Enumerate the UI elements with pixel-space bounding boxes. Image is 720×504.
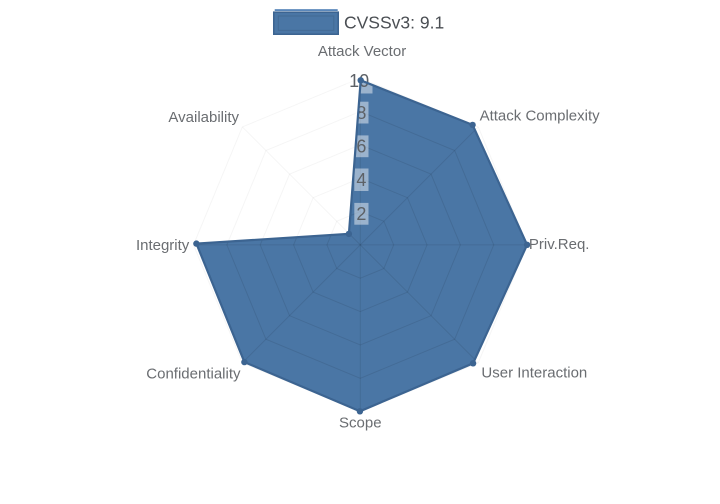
svg-text:Confidentiality: Confidentiality (146, 366, 241, 383)
svg-text:6: 6 (356, 137, 366, 157)
svg-text:2: 2 (356, 204, 366, 224)
svg-text:Scope: Scope (339, 415, 382, 432)
svg-text:CVSSv3: 9.1: CVSSv3: 9.1 (344, 13, 444, 33)
svg-text:Priv.Req.: Priv.Req. (529, 236, 590, 253)
svg-text:4: 4 (356, 170, 366, 190)
svg-text:Availability: Availability (168, 109, 239, 126)
svg-text:Attack Complexity: Attack Complexity (480, 107, 601, 124)
svg-text:8: 8 (356, 103, 366, 123)
svg-text:Integrity: Integrity (136, 237, 190, 254)
svg-text:Attack Vector: Attack Vector (318, 43, 406, 60)
svg-text:User Interaction: User Interaction (481, 365, 587, 382)
